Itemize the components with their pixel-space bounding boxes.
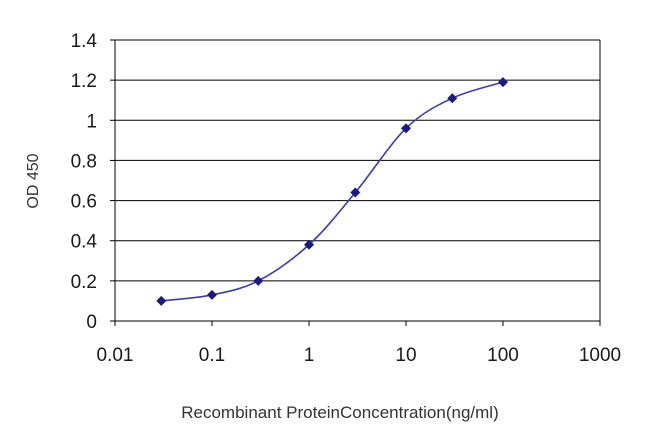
y-tick-label: 1.2 [71, 71, 97, 92]
data-point-marker [304, 239, 314, 250]
grid-lines [115, 39, 600, 282]
series-line [161, 81, 504, 302]
data-point-marker [253, 275, 264, 286]
y-tick-labels: 0 0.2 0.4 0.6 0.8 1 1.2 1.4 [71, 31, 98, 333]
y-axis-title: OD 450 [25, 153, 42, 208]
data-point-marker [350, 187, 361, 198]
y-tick-label: 1.4 [71, 31, 98, 52]
y-tick-label: 1 [86, 111, 97, 132]
x-tick-label: 1000 [579, 345, 621, 366]
data-point-marker [447, 93, 458, 104]
y-tick-label: 0.4 [71, 232, 98, 253]
data-point-marker [156, 295, 167, 306]
y-tick-label: 0.6 [71, 192, 97, 213]
x-tick-labels: 0.01 0.1 1 10 100 1000 [97, 345, 622, 366]
y-tick-label: 0.8 [71, 151, 97, 172]
y-tick-label: 0 [86, 312, 97, 333]
x-tick-label: 1 [304, 345, 315, 366]
data-series [156, 77, 508, 306]
x-tick-label: 0.1 [199, 345, 225, 366]
x-tick-label: 100 [487, 345, 519, 366]
axes [110, 39, 601, 326]
data-point-marker [207, 289, 217, 300]
x-tick-label: 10 [395, 345, 416, 366]
y-tick-label: 0.2 [71, 272, 97, 293]
x-tick-label: 0.01 [97, 345, 134, 366]
data-point-marker [498, 77, 508, 88]
data-point-marker [401, 123, 411, 134]
x-axis-title: Recombinant ProteinConcentration(ng/ml) [181, 403, 499, 422]
